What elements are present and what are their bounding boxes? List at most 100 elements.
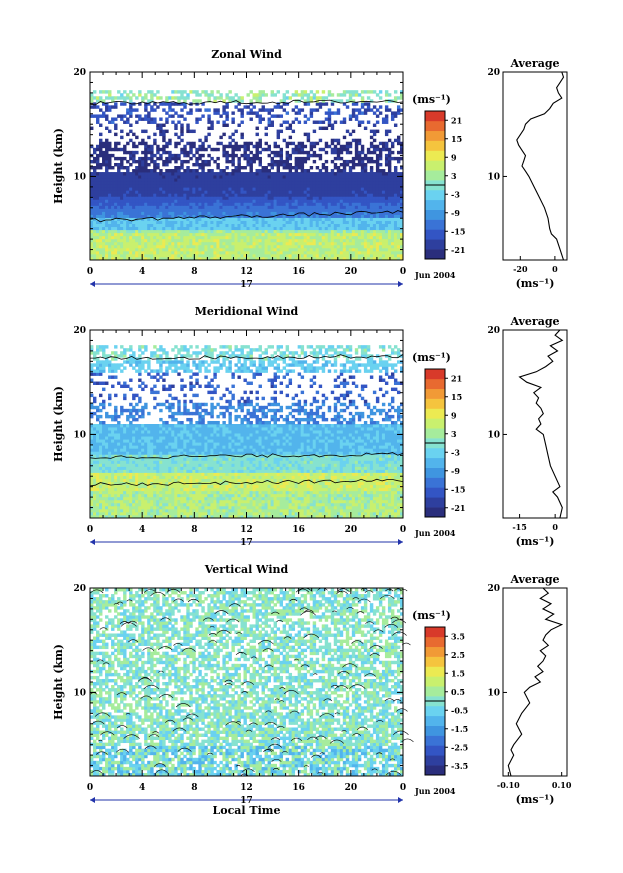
- heatmap-cell: [396, 138, 401, 143]
- heatmap-cell: [312, 220, 317, 225]
- heatmap-cell: [384, 90, 389, 94]
- heatmap-cell: [396, 241, 401, 246]
- heatmap-cell: [174, 505, 178, 510]
- heatmap-cell: [186, 211, 190, 215]
- heatmap-cell: [279, 181, 284, 185]
- heatmap-cell: [252, 253, 256, 258]
- heatmap-cell: [228, 181, 232, 185]
- heatmap-cell: [132, 184, 136, 188]
- heatmap-cell: [327, 223, 332, 228]
- heatmap-cell: [318, 102, 323, 106]
- heatmap-cell: [345, 190, 350, 194]
- heatmap-cell: [354, 117, 359, 121]
- heatmap-cell: [150, 214, 154, 218]
- heatmap-cell: [180, 123, 184, 127]
- heatmap-cell: [204, 108, 208, 112]
- heatmap-cell: [222, 181, 226, 185]
- heatmap-cell: [303, 508, 308, 513]
- heatmap-cell: [219, 229, 223, 234]
- heatmap-cell: [159, 178, 163, 182]
- heatmap-cell: [114, 223, 118, 228]
- heatmap-cell: [255, 199, 259, 203]
- heatmap-cell: [114, 190, 118, 194]
- heatmap-cell: [111, 208, 115, 212]
- heatmap-cell: [105, 226, 109, 231]
- heatmap-cell: [231, 117, 235, 121]
- heatmap-cell: [273, 175, 277, 179]
- heatmap-cell: [267, 187, 271, 191]
- heatmap-cell: [174, 250, 178, 255]
- heatmap-cell: [144, 184, 148, 188]
- heatmap-cell: [171, 175, 175, 179]
- heatmap-cell: [96, 205, 100, 209]
- heatmap-cell: [216, 190, 220, 194]
- heatmap-cell: [234, 241, 238, 246]
- heatmap-cell: [123, 226, 127, 231]
- heatmap-cell: [201, 226, 205, 231]
- heatmap-cell: [237, 96, 241, 100]
- heatmap-cell: [252, 244, 256, 249]
- heatmap-cell: [258, 502, 262, 507]
- heatmap-cell: [204, 256, 208, 261]
- heatmap-cell: [186, 181, 190, 185]
- heatmap-cell: [126, 202, 130, 206]
- heatmap-cell: [93, 114, 97, 118]
- heatmap-cell: [177, 96, 181, 100]
- heatmap-cell: [186, 187, 190, 191]
- heatmap-cell: [312, 181, 317, 185]
- heatmap-cell: [258, 229, 262, 234]
- heatmap-cell: [327, 184, 332, 188]
- heatmap-cell: [255, 505, 259, 510]
- heatmap-cell: [336, 172, 341, 176]
- heatmap-cell: [273, 508, 277, 513]
- heatmap-cell: [141, 205, 145, 209]
- heatmap-cell: [198, 187, 202, 191]
- heatmap-cell: [387, 505, 392, 510]
- heatmap-cell: [297, 244, 302, 249]
- heatmap-cell: [165, 250, 169, 255]
- heatmap-cell: [321, 205, 326, 209]
- heatmap-cell: [285, 126, 290, 131]
- heatmap-cell: [384, 502, 389, 507]
- heatmap-cell: [150, 108, 154, 112]
- heatmap-cell: [258, 211, 262, 215]
- heatmap-cell: [315, 244, 320, 249]
- colorbar-swatch: [425, 120, 445, 132]
- heatmap-cell: [207, 181, 211, 185]
- heatmap-cell: [384, 144, 389, 149]
- heatmap-cell: [141, 99, 145, 103]
- heatmap-cell: [279, 238, 284, 243]
- heatmap-cell: [216, 514, 220, 519]
- heatmap-cell: [261, 93, 265, 97]
- heatmap-cell: [186, 169, 190, 173]
- heatmap-cell: [234, 193, 238, 197]
- heatmap-cell: [123, 247, 127, 252]
- heatmap-cell: [378, 147, 383, 152]
- heatmap-cell: [243, 499, 247, 504]
- heatmap-cell: [255, 144, 259, 149]
- heatmap-cell: [213, 244, 217, 249]
- heatmap-cell: [375, 214, 380, 218]
- heatmap-cell: [231, 220, 235, 225]
- heatmap-cell: [120, 135, 124, 140]
- heatmap-cell: [195, 117, 199, 121]
- heatmap-cell: [309, 187, 314, 191]
- heatmap-cell: [225, 114, 229, 118]
- heatmap-cell: [102, 502, 106, 507]
- heatmap-cell: [297, 190, 302, 194]
- heatmap-cell: [237, 217, 241, 221]
- heatmap-cell: [381, 202, 386, 206]
- heatmap-cell: [195, 199, 199, 203]
- heatmap-cell: [354, 247, 359, 252]
- heatmap-cell: [387, 156, 392, 161]
- heatmap-cell: [249, 162, 253, 167]
- heatmap-cell: [390, 202, 395, 206]
- heatmap-cell: [165, 508, 169, 513]
- heatmap-cell: [294, 156, 299, 161]
- heatmap-cell: [327, 208, 332, 212]
- heatmap-cell: [342, 178, 347, 182]
- heatmap-cell: [237, 247, 241, 252]
- heatmap-cell: [105, 505, 109, 510]
- heatmap-cell: [186, 184, 190, 188]
- heatmap-cell: [150, 120, 154, 124]
